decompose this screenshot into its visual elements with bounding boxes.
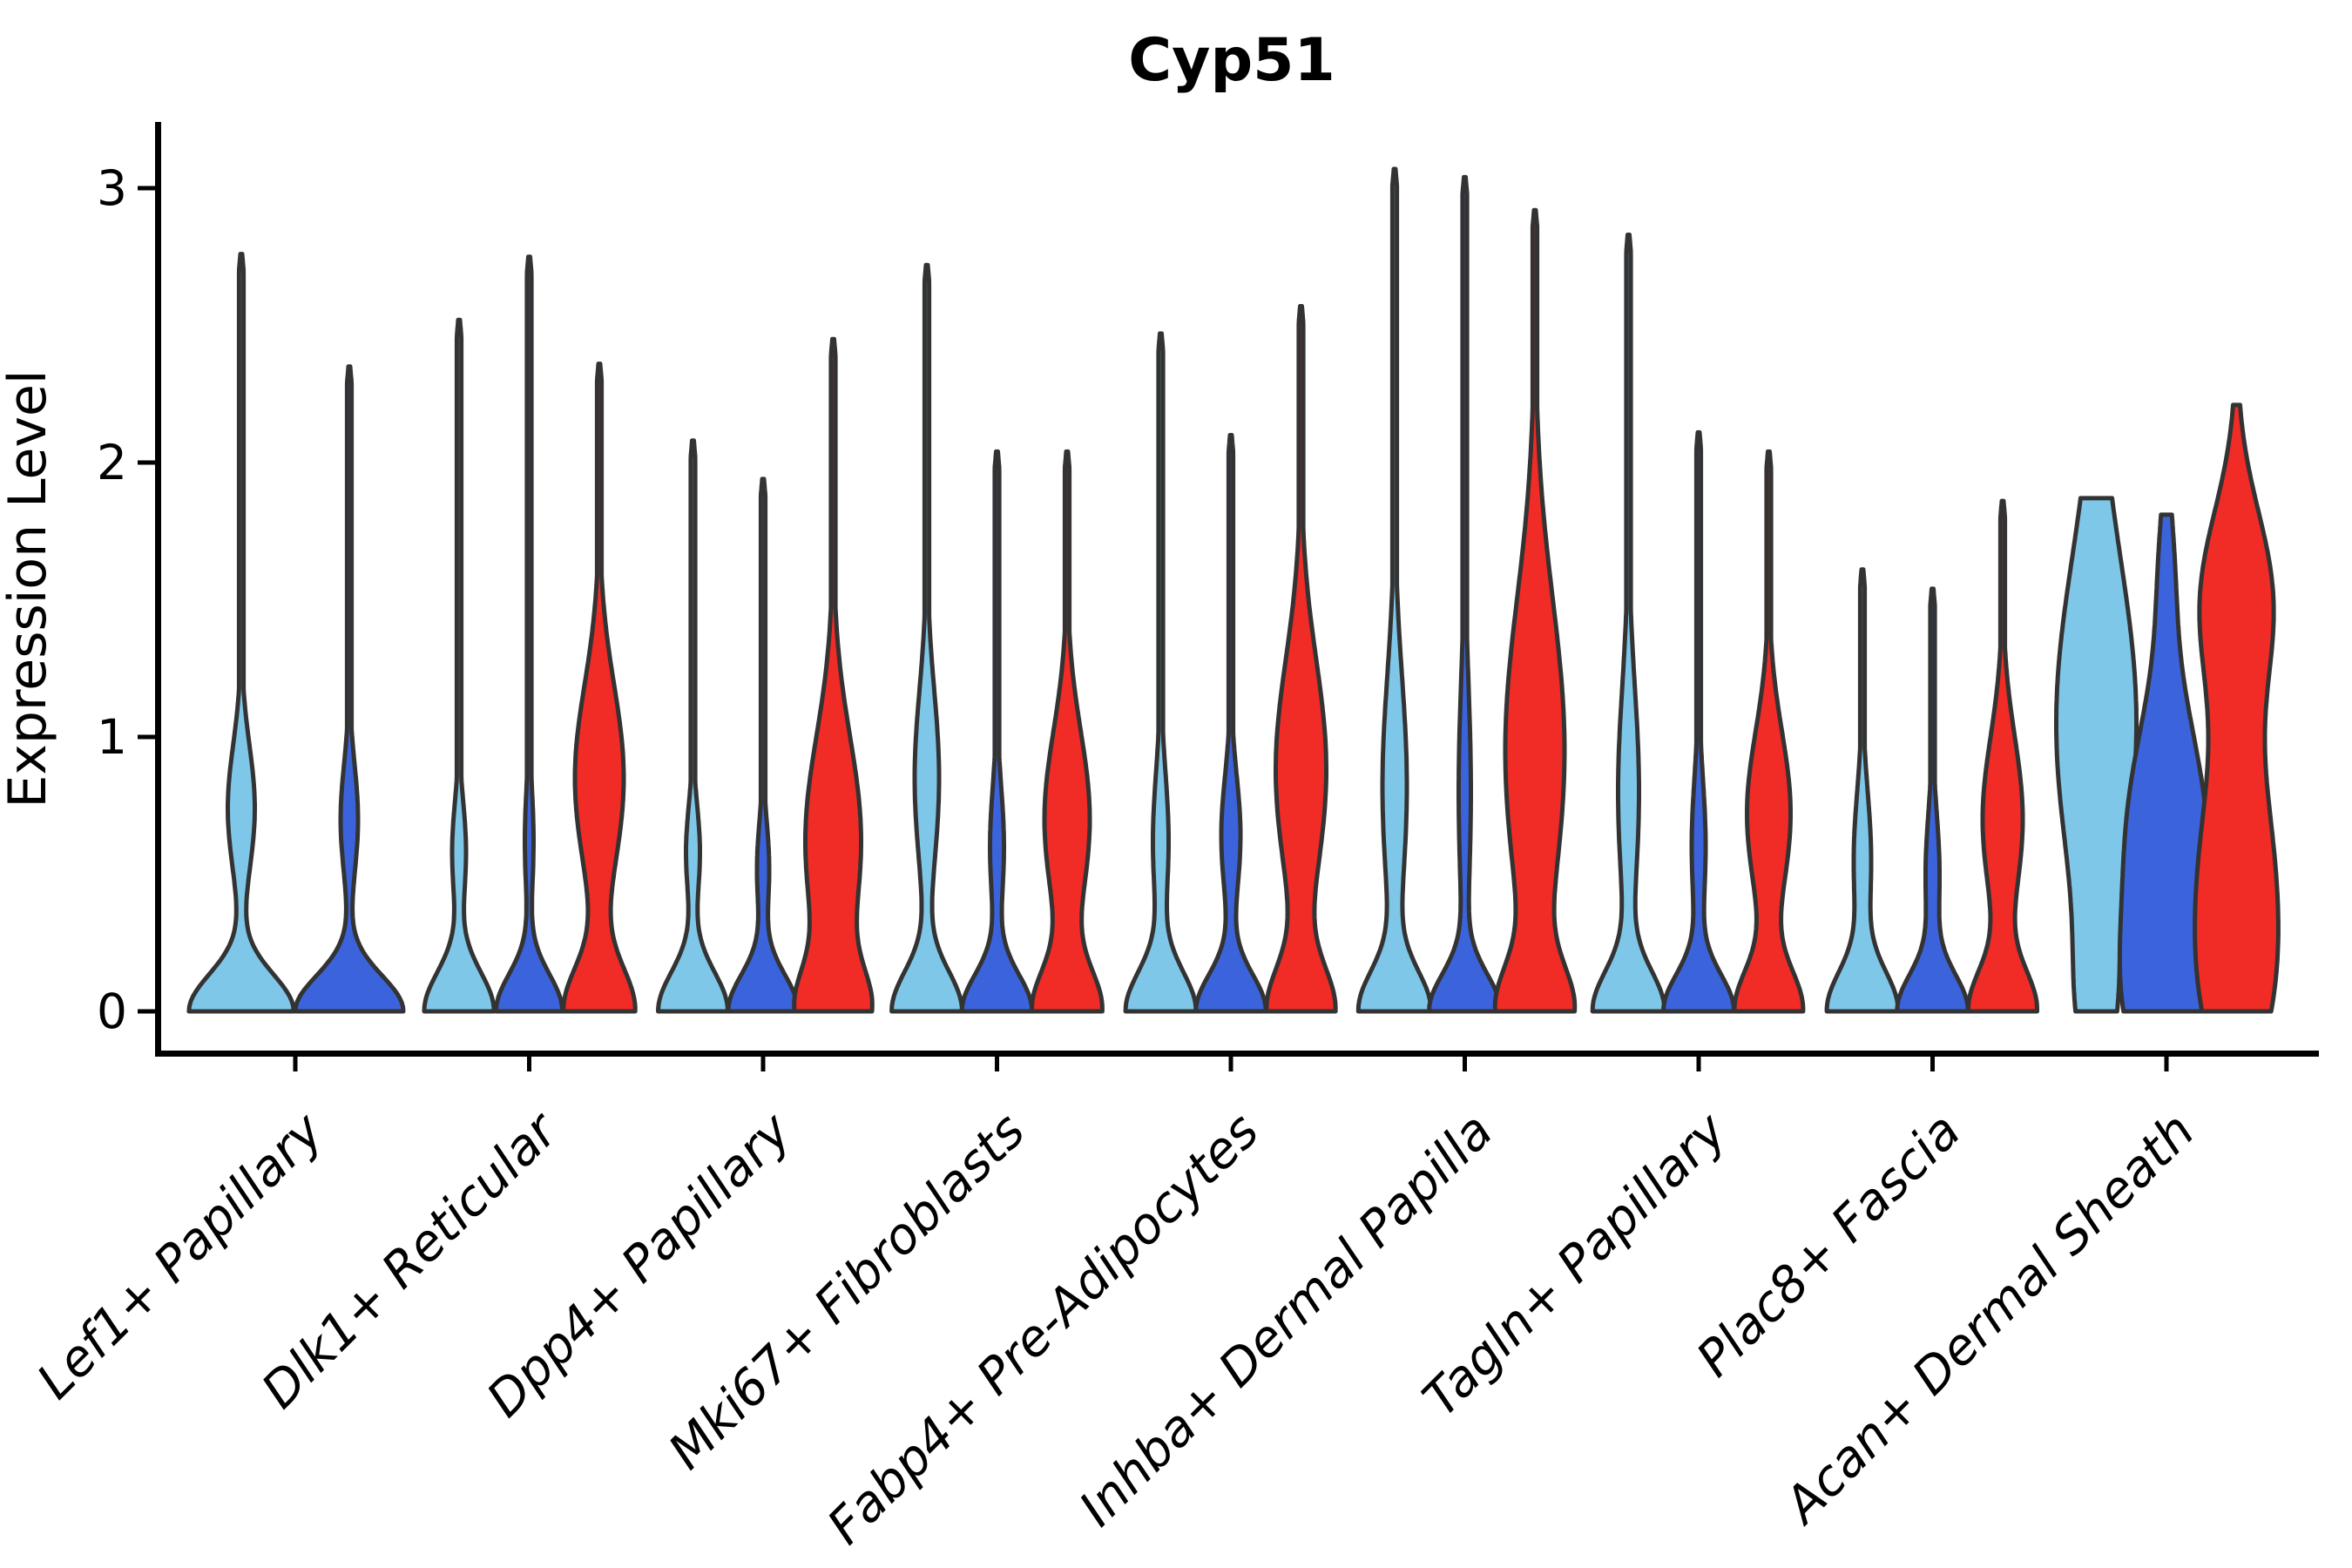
violin-4-red bbox=[1264, 304, 1338, 1014]
violin-0-light_blue bbox=[186, 252, 296, 1014]
y-tick bbox=[138, 460, 155, 465]
x-tick bbox=[527, 1056, 531, 1071]
x-tick bbox=[2164, 1056, 2169, 1071]
y-axis-label: Expression Level bbox=[0, 369, 58, 808]
x-tick bbox=[995, 1056, 999, 1071]
x-category-label: Inhba+ Dermal Papilla bbox=[1069, 1102, 1504, 1538]
violins-layer bbox=[186, 166, 2281, 1014]
violin-5-dark_blue bbox=[1427, 174, 1503, 1014]
y-tick-label: 1 bbox=[97, 709, 127, 765]
violin-3-light_blue bbox=[889, 262, 964, 1014]
violin-2-dark_blue bbox=[726, 476, 801, 1014]
x-tick bbox=[1696, 1056, 1701, 1071]
violin-3-red bbox=[1030, 449, 1105, 1014]
y-tick-label: 0 bbox=[97, 983, 127, 1039]
plot-title: Cyp51 bbox=[1128, 26, 1335, 95]
x-category-label: Fabp4+ Pre-Adipocytes bbox=[817, 1102, 1270, 1555]
violin-6-dark_blue bbox=[1661, 429, 1736, 1014]
y-axis-spine bbox=[155, 122, 161, 1056]
violin-7-dark_blue bbox=[1895, 586, 1970, 1014]
violin-4-light_blue bbox=[1123, 331, 1199, 1014]
y-axis-ticks: 0 1 2 3 bbox=[97, 160, 155, 1039]
x-category-label: Acan+ Dermal Sheath bbox=[1771, 1102, 2205, 1536]
violin-8-red bbox=[2193, 402, 2281, 1014]
y-tick bbox=[138, 186, 155, 191]
x-tick bbox=[293, 1056, 298, 1071]
y-tick bbox=[138, 1009, 155, 1014]
violin-6-red bbox=[1732, 449, 1806, 1014]
x-axis-spine bbox=[155, 1051, 2319, 1057]
x-tick bbox=[1228, 1056, 1233, 1071]
x-tick bbox=[1463, 1056, 1467, 1071]
violin-6-light_blue bbox=[1590, 233, 1667, 1014]
violin-7-light_blue bbox=[1824, 567, 1901, 1014]
x-tick bbox=[760, 1056, 766, 1071]
y-tick bbox=[138, 734, 155, 740]
x-tick bbox=[1930, 1056, 1935, 1071]
y-tick-label: 2 bbox=[97, 435, 127, 490]
violin-5-red bbox=[1492, 207, 1578, 1014]
violin-2-red bbox=[792, 336, 875, 1014]
violin-1-light_blue bbox=[422, 317, 497, 1014]
violin-5-light_blue bbox=[1355, 166, 1434, 1014]
violin-1-red bbox=[561, 362, 638, 1014]
violin-1-dark_blue bbox=[494, 254, 564, 1014]
violin-0-dark_blue bbox=[293, 364, 406, 1014]
violin-3-dark_blue bbox=[959, 449, 1035, 1014]
violin-7-red bbox=[1966, 498, 2039, 1014]
violin-4-dark_blue bbox=[1193, 433, 1268, 1014]
x-axis-ticks bbox=[293, 1056, 2169, 1071]
y-tick-label: 3 bbox=[97, 160, 127, 216]
violin-2-light_blue bbox=[656, 438, 730, 1014]
